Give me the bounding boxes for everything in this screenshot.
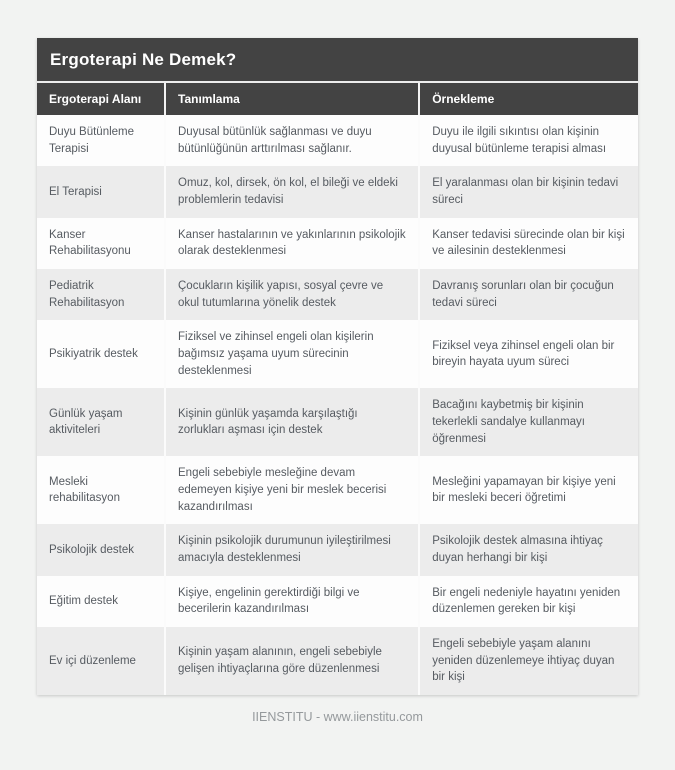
cell-area: Mesleki rehabilitasyon (37, 456, 166, 525)
cell-example: Bir engeli nedeniyle hayatını yeniden dü… (419, 575, 638, 628)
cell-definition: Duyusal bütünlük sağlanması ve duyu bütü… (165, 115, 421, 167)
cell-example: Bacağını kaybetmiş bir kişinin tekerlekl… (419, 388, 638, 457)
ergoterapi-table-card: Ergoterapi Ne Demek? Ergoterapi Alanı Ta… (37, 38, 638, 696)
table-row: Psikolojik destek Kişinin psikolojik dur… (37, 524, 638, 576)
cell-definition: Çocukların kişilik yapısı, sosyal çevre … (165, 269, 421, 321)
table-header-row: Ergoterapi Alanı Tanımlama Örnekleme (37, 83, 638, 115)
cell-example: Fiziksel veya zihinsel engeli olan bir b… (419, 320, 638, 389)
table-row: Kanser Rehabilitasyonu Kanser hastaların… (37, 217, 638, 270)
cell-example: Davranış sorunları olan bir çocuğun teda… (419, 269, 638, 321)
page-background: { "page": { "title": "Ergoterapi Ne Deme… (0, 38, 675, 770)
cell-example: Mesleğini yapamayan bir kişiye yeni bir … (419, 456, 638, 525)
cell-example: Psikolojik destek almasına ihtiyaç duyan… (419, 524, 638, 576)
cell-definition: Kişinin günlük yaşamda karşılaştığı zorl… (165, 388, 421, 457)
table-row: Mesleki rehabilitasyon Engeli sebebiyle … (37, 456, 638, 525)
table-row: Eğitim destek Kişiye, engelinin gerektir… (37, 575, 638, 628)
table-row: Ev içi düzenleme Kişinin yaşam alanının,… (37, 627, 638, 696)
cell-example: El yaralanması olan bir kişinin tedavi s… (419, 166, 638, 218)
cell-area: Psikolojik destek (37, 524, 166, 576)
ergoterapi-table: Ergoterapi Alanı Tanımlama Örnekleme Duy… (37, 83, 638, 696)
cell-area: Duyu Bütünleme Terapisi (37, 115, 166, 167)
footer-attribution: IIENSTITU - www.iienstitu.com (252, 710, 423, 725)
cell-area: Kanser Rehabilitasyonu (37, 217, 166, 270)
cell-example: Engeli sebebiyle yaşam alanını yeniden d… (419, 627, 638, 696)
column-header-tanimlama: Tanımlama (165, 83, 421, 115)
column-header-ergoterapi-alani: Ergoterapi Alanı (37, 83, 166, 115)
table-row: Pediatrik Rehabilitasyon Çocukların kişi… (37, 269, 638, 321)
table-row: Günlük yaşam aktiviteleri Kişinin günlük… (37, 388, 638, 457)
cell-definition: Kişinin psikolojik durumunun iyileştiril… (165, 524, 421, 576)
cell-area: El Terapisi (37, 166, 166, 218)
table-row: Psikiyatrik destek Fiziksel ve zihinsel … (37, 320, 638, 389)
page-title: Ergoterapi Ne Demek? (37, 38, 638, 83)
column-header-ornekleme: Örnekleme (419, 83, 638, 115)
cell-area: Ev içi düzenleme (37, 627, 166, 696)
cell-definition: Engeli sebebiyle mesleğine devam edemeye… (165, 456, 421, 525)
cell-definition: Omuz, kol, dirsek, ön kol, el bileği ve … (165, 166, 421, 218)
cell-area: Pediatrik Rehabilitasyon (37, 269, 166, 321)
cell-example: Kanser tedavisi sürecinde olan bir kişi … (419, 217, 638, 270)
cell-area: Psikiyatrik destek (37, 320, 166, 389)
table-row: Duyu Bütünleme Terapisi Duyusal bütünlük… (37, 115, 638, 167)
cell-definition: Fiziksel ve zihinsel engeli olan kişiler… (165, 320, 421, 389)
cell-area: Eğitim destek (37, 575, 166, 628)
cell-example: Duyu ile ilgili sıkıntısı olan kişinin d… (419, 115, 638, 167)
cell-definition: Kişiye, engelinin gerektirdiği bilgi ve … (165, 575, 421, 628)
cell-definition: Kanser hastalarının ve yakınlarının psik… (165, 217, 421, 270)
cell-area: Günlük yaşam aktiviteleri (37, 388, 166, 457)
cell-definition: Kişinin yaşam alanının, engeli sebebiyle… (165, 627, 421, 696)
table-row: El Terapisi Omuz, kol, dirsek, ön kol, e… (37, 166, 638, 218)
